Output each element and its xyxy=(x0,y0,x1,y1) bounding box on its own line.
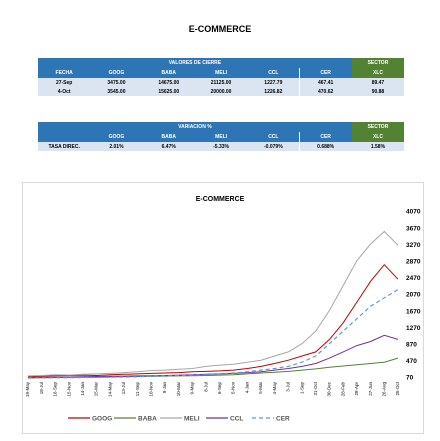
x-tick-label: 10-Mar xyxy=(176,382,181,397)
y-tick-label: 1670 xyxy=(406,308,421,315)
table-cell: 1226.82 xyxy=(247,87,300,96)
x-tick-label: 4-May xyxy=(272,381,277,394)
x-tick-label: 6-Sep xyxy=(217,382,222,395)
column-header: CCL xyxy=(247,132,300,142)
table-cell: 20000.00 xyxy=(194,87,248,96)
table-cell: 27-Sep xyxy=(38,78,91,87)
y-tick-label: 2470 xyxy=(406,275,421,282)
table-cell: 3475.00 xyxy=(90,78,143,87)
x-tick-label: 28-Feb xyxy=(340,382,345,397)
column-header: MELI xyxy=(194,132,248,142)
series-line xyxy=(27,289,399,379)
sector-column: XLC xyxy=(351,132,405,142)
x-tick-label: 4-Jan xyxy=(244,382,249,394)
x-tick-label: 8-Jul xyxy=(203,382,208,392)
column-header xyxy=(38,132,91,142)
x-tick-label: 15-Mar xyxy=(94,382,99,397)
x-tick-label: 9-May xyxy=(190,381,195,394)
series-line xyxy=(27,357,399,379)
x-tick-label: 13-Jul xyxy=(121,382,126,394)
x-tick-label: 16-Sep xyxy=(53,382,58,397)
variation-table: VARIACION % SECTOR GOOG BABA MELI CCL CER XLC TA… xyxy=(38,122,405,154)
column-header: BABA xyxy=(142,68,195,78)
sector-header: SECTOR xyxy=(351,122,405,132)
table-cell: 90.88 xyxy=(351,87,405,96)
x-tick-label: 15-Nov xyxy=(66,381,71,396)
table-cell: 1.58% xyxy=(351,142,405,151)
column-header: GOOG xyxy=(90,132,143,142)
group-header: VARIACION % xyxy=(38,122,352,132)
column-header: CER xyxy=(299,68,352,78)
table-cell: -0.079% xyxy=(247,142,300,151)
table-cell: 467.41 xyxy=(299,78,352,87)
table-cell: -5.33% xyxy=(194,142,248,151)
x-tick-label: 28-Apr xyxy=(354,382,359,396)
table-cell: 4-Oct xyxy=(38,87,91,96)
x-tick-label: 27-Jun xyxy=(368,382,373,396)
x-tick-label: 30-Dec xyxy=(327,381,332,396)
x-tick-label: 14-May xyxy=(107,381,112,397)
x-tick-label: 10-Nov xyxy=(149,381,154,396)
legend-label: MELI xyxy=(184,416,200,423)
legend-label: CER xyxy=(276,416,290,423)
column-header: FECHA xyxy=(38,68,91,78)
group-header: VALORES DE CIERRE xyxy=(38,58,352,68)
row-label: TASA DIREC. xyxy=(38,142,91,151)
y-tick-label: 4070 xyxy=(406,209,421,216)
chart-frame xyxy=(22,182,424,434)
table-cell: 2.01% xyxy=(90,142,143,151)
column-header: BABA xyxy=(142,132,195,142)
x-tick-label: 5-Mar xyxy=(258,382,263,394)
series-line xyxy=(27,263,399,378)
table-cell: 89.47 xyxy=(351,78,405,87)
x-tick-label: 25-Oct xyxy=(395,381,400,395)
x-tick-label: 1-Sep xyxy=(299,382,304,395)
y-tick-label: 470 xyxy=(406,358,417,365)
y-tick-label: 70 xyxy=(406,375,414,382)
y-tick-label: 1270 xyxy=(406,325,421,332)
column-header: GOOG xyxy=(90,68,143,78)
x-tick-label: 31-Oct xyxy=(313,381,318,395)
sector-column: XLC xyxy=(351,68,405,78)
x-tick-label: 11-Sep xyxy=(135,382,140,397)
table-cell: 1227.79 xyxy=(247,78,300,87)
legend-label: GOOG xyxy=(92,416,112,423)
y-tick-label: 3270 xyxy=(406,242,421,249)
x-tick-label: 14-Jan xyxy=(80,382,85,396)
y-tick-label: 3670 xyxy=(406,225,421,232)
y-tick-label: 2070 xyxy=(406,292,421,299)
table-cell: 3545.00 xyxy=(90,87,143,96)
column-header: CCL xyxy=(247,68,300,78)
column-header: MELI xyxy=(194,68,248,78)
sector-header: SECTOR xyxy=(351,58,405,68)
page-title: E-COMMERCE xyxy=(188,24,252,34)
y-tick-label: 870 xyxy=(406,342,417,349)
table-cell: 0.688% xyxy=(299,142,352,151)
x-tick-label: 18-Jul xyxy=(39,382,44,394)
series-line xyxy=(27,230,399,377)
table-cell: 21125.00 xyxy=(194,78,248,87)
y-tick-label: 2870 xyxy=(406,259,421,266)
x-tick-label: 9-Jan xyxy=(162,382,167,394)
x-tick-label: 3-Jul xyxy=(286,382,291,392)
table-cell: 470.62 xyxy=(299,87,352,96)
chart-title: E-COMMERCE xyxy=(196,196,245,203)
table-cell: 15625.00 xyxy=(142,87,195,96)
column-header: CER xyxy=(299,132,352,142)
legend-label: BABA xyxy=(138,416,157,423)
closing-table: VALORES DE CIERRE SECTOR FECHA GOOG BABA MELI… xyxy=(38,58,405,100)
table-cell: 14675.00 xyxy=(142,78,195,87)
x-tick-label: 26-Aug xyxy=(381,382,386,397)
x-tick-label: 5-Nov xyxy=(231,381,236,394)
legend-label: CCL xyxy=(230,416,243,423)
x-tick-label: 19-May xyxy=(25,381,30,397)
table-cell: 6.47% xyxy=(142,142,195,151)
